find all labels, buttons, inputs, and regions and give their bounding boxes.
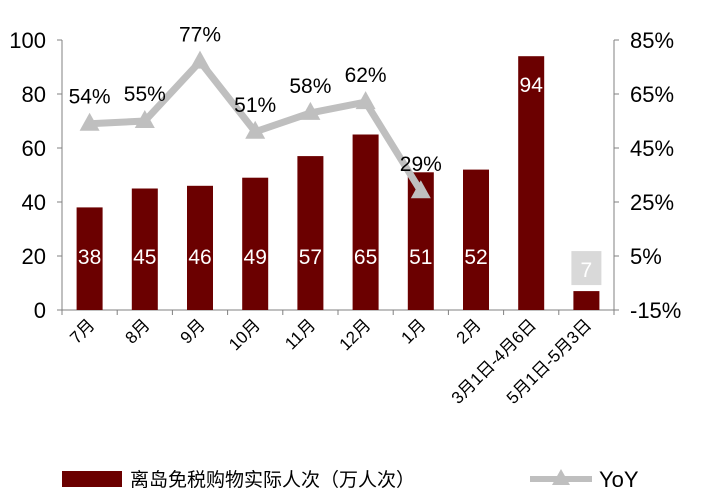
- yoy-data-label: 29%: [400, 153, 442, 176]
- yoy-marker: [300, 101, 321, 120]
- bar: [131, 188, 158, 310]
- bar-data-label: 51: [409, 246, 432, 269]
- yoy-marker: [134, 110, 155, 128]
- data-labels: 38 45 46 49 57 65 51 52 94 7 54% 55% 77% 51% 58% 62% 29%: [69, 24, 602, 286]
- legend: 离岛免税购物实际人次（万人次） YoY: [62, 467, 639, 492]
- yoy-marker: [190, 50, 210, 69]
- bar-data-label: 94: [520, 74, 544, 97]
- x-tick-label: 2月: [453, 315, 485, 347]
- right-tick-label: 85%: [630, 28, 674, 53]
- x-tick-label: 12月: [336, 315, 375, 354]
- left-tick-label: 20: [22, 244, 46, 269]
- bar-data-label: 65: [354, 246, 377, 269]
- bar: [573, 291, 600, 310]
- left-tick-label: 0: [34, 298, 46, 323]
- x-tick-label: 10月: [225, 315, 264, 354]
- x-tick-label: 7月: [66, 315, 98, 347]
- legend-line-marker: [552, 469, 570, 485]
- bar-series: [76, 56, 600, 311]
- yoy-data-label: 55%: [124, 83, 166, 106]
- right-tick-label: -15%: [630, 298, 681, 323]
- yoy-marker: [355, 91, 376, 110]
- x-tick-label: 8月: [121, 315, 153, 347]
- yoy-marker: [245, 120, 266, 139]
- yoy-data-label: 54%: [69, 86, 111, 109]
- right-tick-label: 25%: [630, 190, 674, 215]
- yoy-line-series: [79, 50, 431, 199]
- bar: [76, 207, 103, 310]
- legend-bar-swatch: [62, 471, 122, 487]
- right-tick-label: 65%: [630, 82, 674, 107]
- yoy-data-label: 51%: [234, 94, 276, 117]
- left-tick-label: 60: [22, 136, 46, 161]
- legend-bar-label: 离岛免税购物实际人次（万人次）: [130, 469, 415, 491]
- bar: [463, 169, 489, 310]
- x-tick-label: 9月: [177, 315, 209, 347]
- bar: [242, 177, 269, 310]
- yoy-marker: [79, 112, 100, 131]
- bar: [187, 185, 213, 310]
- left-tick-label: 100: [9, 28, 46, 53]
- x-tick-label: 1月: [397, 315, 429, 347]
- legend-line-label: YoY: [599, 467, 639, 492]
- bar: [352, 134, 379, 310]
- right-tick-label: 5%: [630, 244, 662, 269]
- bar: [297, 156, 324, 310]
- bar-data-label: 52: [464, 246, 487, 269]
- yoy-data-label: 77%: [179, 24, 221, 47]
- bar-data-label: 57: [299, 246, 322, 269]
- right-tick-label: 45%: [630, 136, 674, 161]
- yoy-data-label: 62%: [345, 64, 387, 87]
- bar-data-label: 46: [188, 246, 211, 269]
- left-tick-label: 40: [22, 190, 46, 215]
- x-tick-label: 11月: [281, 315, 319, 353]
- bar-data-label: 38: [78, 246, 101, 269]
- yoy-marker: [410, 180, 431, 199]
- bar-label-box: [571, 251, 602, 286]
- bar: [518, 56, 545, 311]
- bar-data-label: 45: [133, 246, 156, 269]
- yoy-data-label: 58%: [289, 75, 331, 98]
- bar-data-label: 49: [244, 246, 267, 269]
- bar-data-label: 7: [581, 259, 593, 282]
- left-tick-label: 80: [22, 82, 46, 107]
